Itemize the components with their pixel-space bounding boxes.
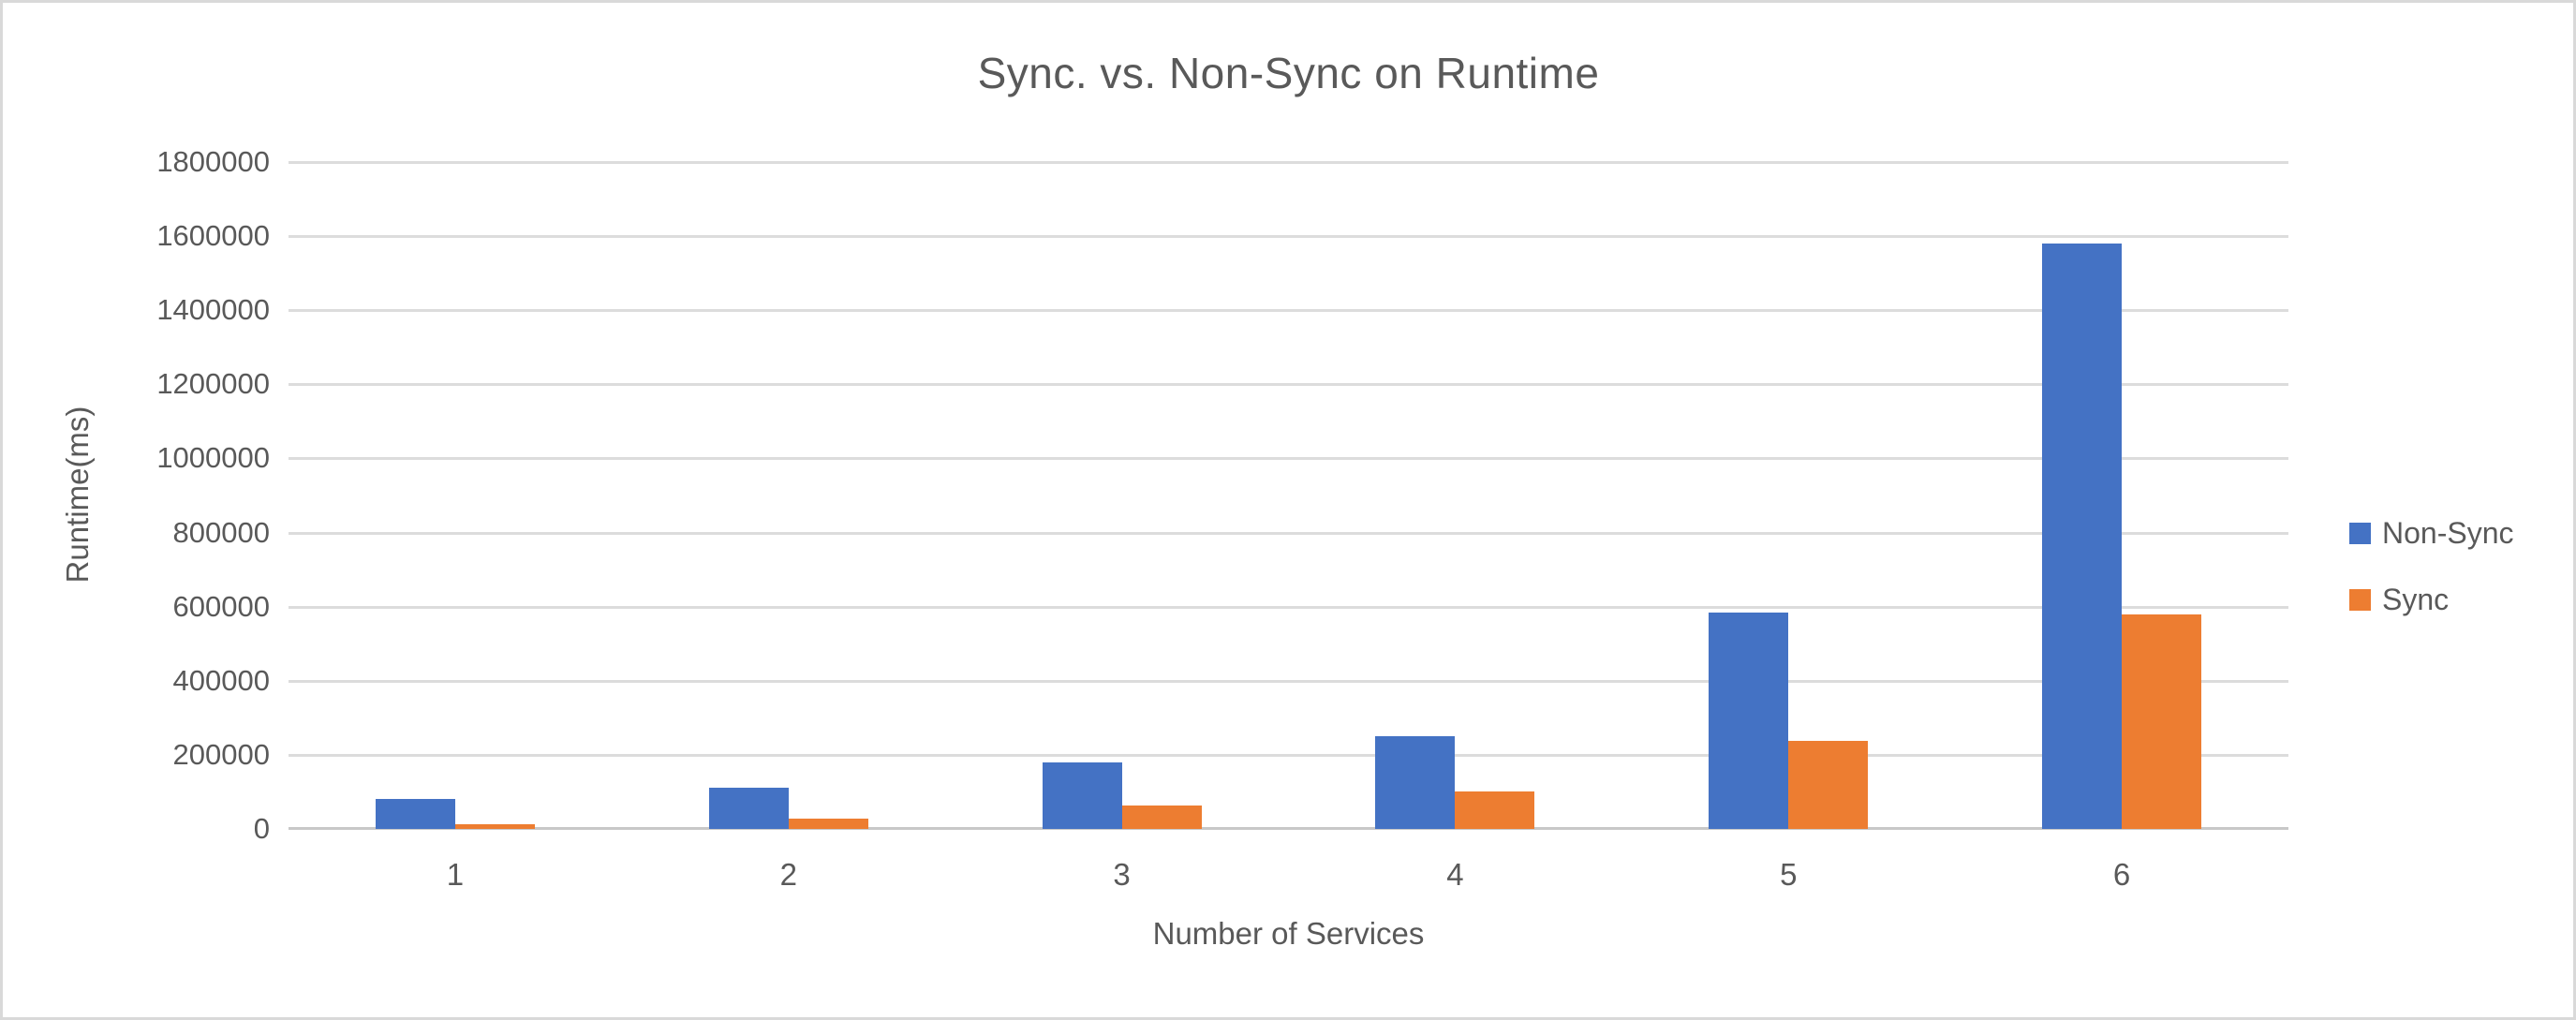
y-tick-label-600000: 600000 bbox=[172, 589, 270, 623]
x-tick-label-6: 6 bbox=[2112, 857, 2131, 892]
bar-non-sync-cat-4 bbox=[1375, 736, 1456, 829]
legend-label: Sync bbox=[2382, 583, 2450, 616]
gridline-1400000 bbox=[289, 309, 2288, 313]
x-axis-title: Number of Services bbox=[1152, 916, 1425, 951]
x-tick-label-3: 3 bbox=[1113, 857, 1131, 892]
gridline-800000 bbox=[289, 531, 2288, 535]
gridline-200000 bbox=[289, 753, 2288, 757]
x-tick-label-4: 4 bbox=[1446, 857, 1464, 892]
chart-title: Sync. vs. Non-Sync on Runtime bbox=[977, 49, 1600, 97]
x-tick-label-2: 2 bbox=[779, 857, 797, 892]
bar-sync-cat-1 bbox=[454, 823, 535, 829]
legend-swatch-icon bbox=[2349, 523, 2371, 544]
gridline-600000 bbox=[289, 605, 2288, 609]
bar-non-sync-cat-6 bbox=[2042, 244, 2123, 829]
x-tick-label-1: 1 bbox=[446, 857, 465, 892]
gridline-1800000 bbox=[289, 161, 2288, 164]
y-tick-label-1200000: 1200000 bbox=[156, 367, 270, 401]
legend-swatch-icon bbox=[2349, 589, 2371, 611]
y-tick-label-400000: 400000 bbox=[172, 663, 270, 697]
bar-sync-cat-5 bbox=[1788, 740, 1869, 829]
bar-sync-cat-2 bbox=[788, 819, 868, 829]
gridline-400000 bbox=[289, 679, 2288, 683]
x-tick-label-5: 5 bbox=[1780, 857, 1798, 892]
bar-sync-cat-6 bbox=[2122, 613, 2202, 829]
legend: Non-Sync Sync bbox=[2349, 516, 2514, 617]
y-axis-title: Runtime(ms) bbox=[60, 406, 95, 584]
legend-label: Non-Sync bbox=[2382, 516, 2514, 550]
gridline-1600000 bbox=[289, 235, 2288, 239]
bar-sync-cat-3 bbox=[1121, 806, 1202, 829]
bar-non-sync-cat-1 bbox=[375, 798, 455, 829]
y-tick-label-1000000: 1000000 bbox=[156, 441, 270, 475]
gridline-1000000 bbox=[289, 457, 2288, 461]
legend-item-non-sync: Non-Sync bbox=[2349, 516, 2514, 551]
y-tick-label-1600000: 1600000 bbox=[156, 219, 270, 253]
y-tick-label-1800000: 1800000 bbox=[156, 145, 270, 178]
bar-sync-cat-4 bbox=[1455, 791, 1535, 829]
bar-non-sync-cat-3 bbox=[1042, 761, 1122, 829]
y-tick-label-0: 0 bbox=[253, 812, 270, 845]
plot-area bbox=[289, 161, 2288, 830]
y-tick-label-800000: 800000 bbox=[172, 515, 270, 549]
legend-item-sync: Sync bbox=[2349, 583, 2514, 617]
gridline-1200000 bbox=[289, 383, 2288, 387]
x-axis-line bbox=[289, 827, 2288, 830]
y-tick-label-1400000: 1400000 bbox=[156, 293, 270, 327]
bar-non-sync-cat-2 bbox=[708, 788, 789, 829]
bar-non-sync-cat-5 bbox=[1709, 613, 1789, 829]
y-tick-label-200000: 200000 bbox=[172, 737, 270, 771]
